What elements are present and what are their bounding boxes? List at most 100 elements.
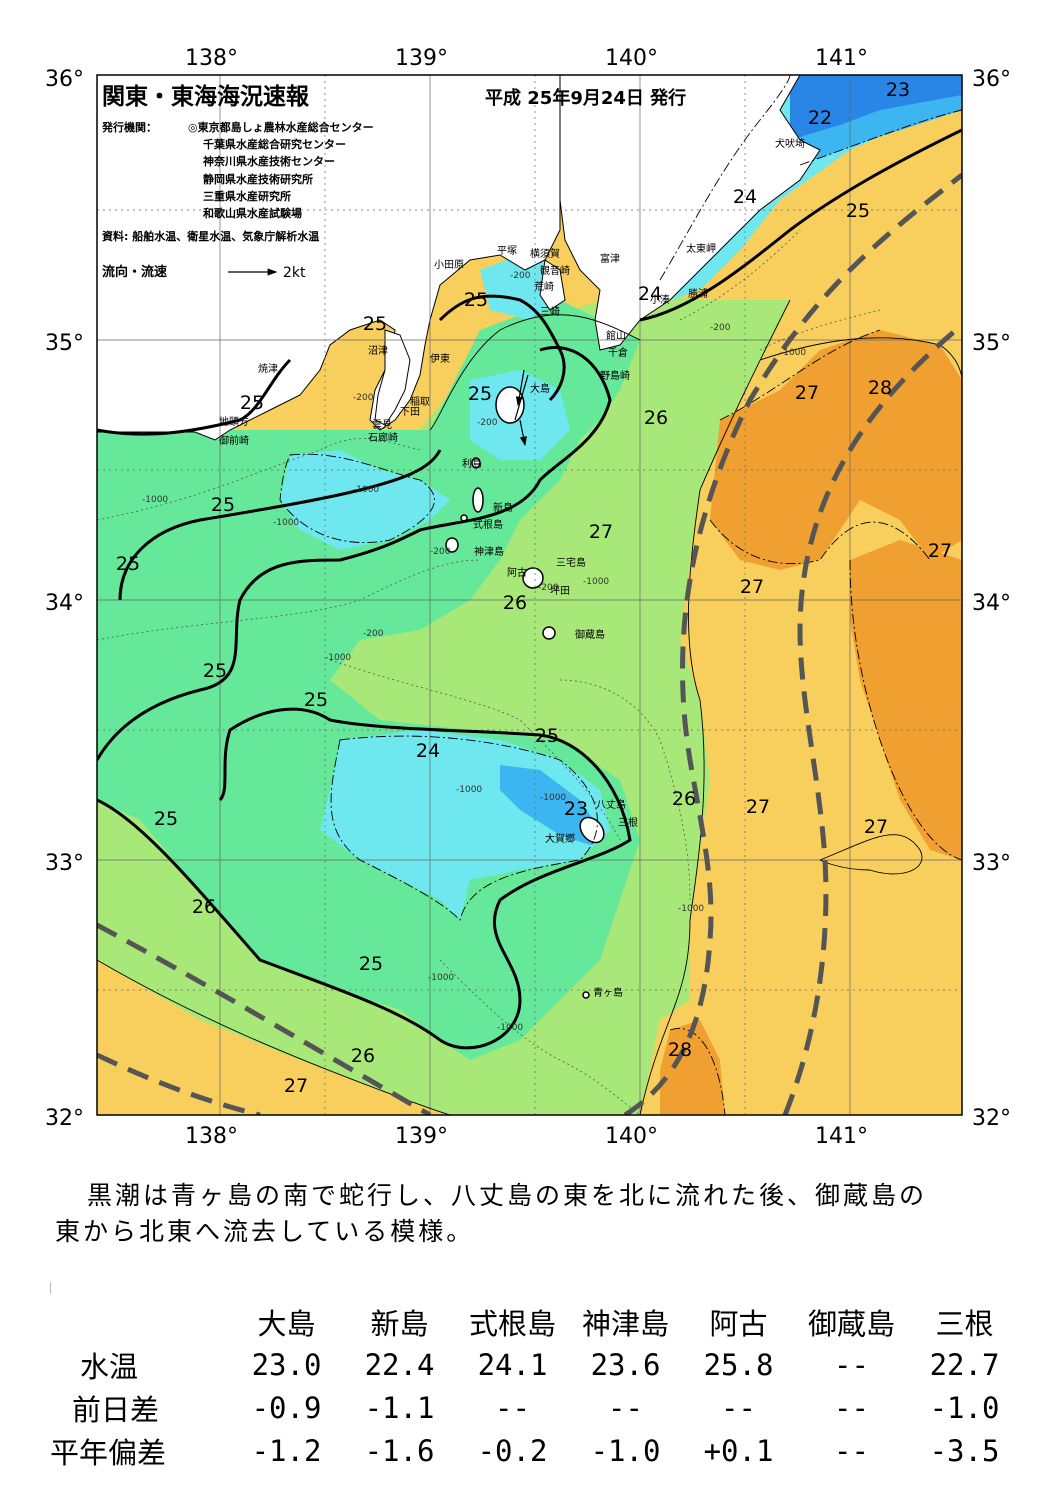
- zone-22-northeast: [790, 75, 962, 140]
- lat-label-left: 36°: [45, 67, 84, 92]
- place-label: 青ヶ島: [593, 986, 623, 999]
- column-header: 大島: [257, 1306, 316, 1341]
- place-label: 太東岬: [686, 242, 716, 255]
- place-label: 小湊: [650, 293, 670, 306]
- depth-label: -200: [430, 547, 451, 557]
- isotherm-label: 26: [644, 407, 668, 429]
- place-label: 野島崎: [600, 369, 630, 382]
- isotherm-label: 25: [203, 660, 227, 682]
- place-label: 観音崎: [540, 264, 570, 277]
- miyakejima-island: [522, 567, 544, 589]
- zone-27-southwest: [97, 1010, 380, 1115]
- table-cell: --: [834, 1433, 869, 1468]
- place-label: 館山: [606, 329, 626, 342]
- table-cell: 24.1: [477, 1347, 548, 1382]
- isotherm-label: 23: [886, 79, 910, 101]
- place-label: 大島: [530, 382, 550, 395]
- issuer: 静岡県水産技術研究所: [203, 172, 313, 186]
- place-label: 富津: [600, 252, 620, 265]
- map-frame: [96, 74, 963, 1116]
- lat-label-right: 32°: [972, 1106, 1011, 1131]
- isotherm-label: 25: [240, 392, 264, 414]
- lat-label-left: 34°: [45, 591, 84, 616]
- table-cell: --: [495, 1390, 530, 1425]
- depth-label: -1000: [678, 904, 704, 914]
- depth-label: -1000: [353, 485, 379, 495]
- niijima-island: [472, 487, 484, 513]
- isotherm-label: 27: [928, 540, 952, 562]
- place-label: 小田原: [434, 259, 464, 271]
- map-header: 関東・東海海況速報 平成 25年9月24日 発行 発行機関： ◎東京都島しょ農林…: [101, 83, 686, 281]
- isotherms-thin: [97, 299, 962, 1115]
- map-svg: 138° 139° 140° 141° 138° 139° 140° 141° …: [45, 46, 1011, 1149]
- isotherm-label: 26: [192, 896, 216, 918]
- depth-label: -1000: [325, 653, 351, 663]
- row-header: 水温: [80, 1349, 139, 1384]
- lat-label-left: 35°: [45, 331, 84, 356]
- table-cell: -1.0: [590, 1433, 661, 1468]
- lon-label-bottom: 141°: [815, 1124, 868, 1149]
- table-cell: 22.7: [929, 1347, 1000, 1382]
- column-header: 御蔵島: [807, 1306, 895, 1341]
- table-cell: --: [834, 1390, 869, 1425]
- column-header: 阿古: [709, 1306, 768, 1341]
- lat-label-left: 33°: [45, 851, 84, 876]
- issuer: ◎東京都島しょ農林水産総合センター: [188, 120, 374, 134]
- summary-line: 黒潮は青ヶ島の南で蛇行し、八丈島の東を北に流れた後、御蔵島の: [87, 1181, 928, 1210]
- column-header: 新島: [370, 1306, 429, 1341]
- lat-label-right: 33°: [972, 851, 1011, 876]
- legend-scale: 2kt: [283, 265, 306, 281]
- isotherm-label: 25: [846, 200, 870, 222]
- issuer: 三重県水産研究所: [203, 189, 291, 203]
- isotherm-label: 25: [211, 494, 235, 516]
- place-label: 三宅島: [556, 556, 586, 569]
- aogashima-island: [582, 991, 590, 999]
- isotherm-label: 25: [154, 808, 178, 830]
- table-cell: -1.2: [251, 1433, 322, 1468]
- place-names: 犬吠埼 太東岬 勝浦 富津 横須賀 観音崎 平塚 小田原 荒崎 三崎 館山 千倉…: [219, 137, 805, 999]
- place-label: 式根島: [473, 518, 503, 531]
- toshima-island: [471, 457, 481, 469]
- place-label: 稲取: [410, 396, 430, 408]
- isotherm-label: 27: [795, 382, 819, 404]
- lon-label-top: 139°: [395, 46, 448, 71]
- isotherm-label: 26: [503, 592, 527, 614]
- table-cell: 23.0: [251, 1347, 322, 1382]
- isotherm-label: 22: [808, 107, 832, 129]
- table-corner: [50, 1300, 230, 1343]
- depth-contours: [97, 229, 881, 1115]
- lat-label-right: 36°: [972, 67, 1011, 92]
- isotherm-label: 25: [116, 553, 140, 575]
- hachijojima-island: [579, 816, 605, 844]
- depth-label: -1000: [540, 793, 566, 803]
- place-label: 石廊崎: [368, 431, 398, 444]
- place-label: 神津島: [474, 545, 504, 558]
- observation-table: 大島 新島 式根島 神津島 阿古 御蔵島 三根 水温 23.0 22.4 24.…: [50, 1300, 1021, 1472]
- table-cell: -1.6: [364, 1433, 435, 1468]
- legend-label: 流向・流速: [102, 264, 167, 280]
- place-label: 下田: [400, 407, 420, 418]
- isotherm-label: 27: [864, 816, 888, 838]
- table-cell: -1.0: [929, 1390, 1000, 1425]
- isotherms-25-thick: [97, 128, 962, 1050]
- isotherm-label: 25: [464, 289, 488, 311]
- lon-label-bottom: 139°: [395, 1124, 448, 1149]
- depth-label: -200: [538, 583, 559, 593]
- table-row: 前日差 -0.9 -1.1 -- -- -- -- -1.0: [50, 1386, 1021, 1429]
- table-cell: -0.9: [251, 1390, 322, 1425]
- coordinate-labels: 138° 139° 140° 141° 138° 139° 140° 141° …: [45, 46, 1011, 1149]
- table-cell: 23.6: [590, 1347, 661, 1382]
- column-header: 三根: [935, 1306, 994, 1341]
- place-label: 新島: [493, 501, 513, 514]
- place-label: 犬吠埼: [775, 137, 805, 150]
- table-header-row: 大島 新島 式根島 神津島 阿古 御蔵島 三根: [50, 1300, 1021, 1343]
- depth-label: -1000: [456, 785, 482, 795]
- place-label: 三崎: [540, 305, 560, 318]
- table-cell: --: [834, 1347, 869, 1382]
- row-header: 前日差: [72, 1392, 160, 1427]
- place-label: 平塚: [497, 245, 517, 257]
- table-cell: 22.4: [364, 1347, 435, 1382]
- place-label: 横須賀: [530, 247, 560, 260]
- table-cell: -3.5: [929, 1433, 1000, 1468]
- depth-labels: -200 -200 -200 -1000 -200 -1000 -1000 -2…: [142, 271, 806, 1033]
